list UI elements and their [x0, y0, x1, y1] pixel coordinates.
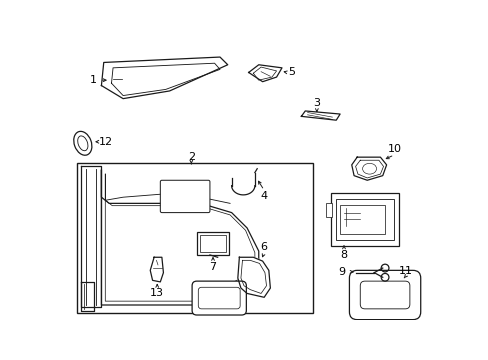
Text: 9: 9 — [337, 267, 345, 277]
Bar — [200, 235, 226, 252]
Bar — [340, 205, 384, 234]
Bar — [330, 193, 398, 246]
Bar — [336, 199, 393, 240]
Polygon shape — [101, 57, 227, 99]
Text: 12: 12 — [99, 137, 113, 147]
Polygon shape — [248, 65, 282, 82]
Text: 11: 11 — [398, 266, 412, 276]
Polygon shape — [237, 257, 270, 297]
Bar — [325, 203, 332, 217]
Text: 6: 6 — [260, 242, 267, 252]
Text: 8: 8 — [340, 250, 347, 260]
Ellipse shape — [74, 131, 92, 155]
Bar — [196, 232, 229, 255]
Polygon shape — [81, 282, 94, 311]
Text: 13: 13 — [150, 288, 164, 298]
Text: 10: 10 — [386, 144, 401, 154]
Text: 7: 7 — [209, 261, 216, 271]
Polygon shape — [150, 257, 163, 282]
Bar — [77, 163, 312, 313]
Text: 2: 2 — [187, 152, 195, 162]
Text: 1: 1 — [90, 75, 97, 85]
Polygon shape — [81, 166, 101, 306]
Polygon shape — [351, 157, 386, 180]
FancyBboxPatch shape — [160, 180, 209, 213]
FancyBboxPatch shape — [192, 281, 246, 315]
Polygon shape — [301, 111, 340, 120]
Polygon shape — [101, 170, 258, 305]
Text: 4: 4 — [260, 191, 267, 201]
Text: 5: 5 — [288, 67, 295, 77]
FancyBboxPatch shape — [349, 270, 420, 320]
Text: 3: 3 — [313, 98, 320, 108]
